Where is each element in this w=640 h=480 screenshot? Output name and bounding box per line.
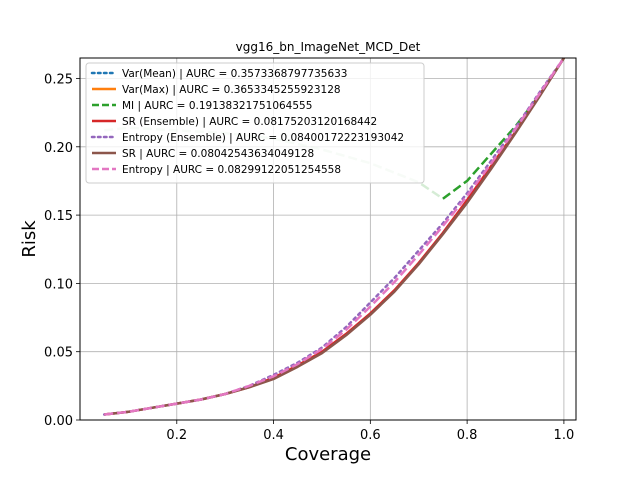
y-tick-label: 0.10 xyxy=(44,277,73,292)
y-tick-label: 0.20 xyxy=(44,141,73,156)
legend-label-4: Entropy (Ensemble) | AURC = 0.0840017222… xyxy=(122,132,404,144)
y-tick-label: 0.15 xyxy=(44,209,73,224)
legend-label-5: SR | AURC = 0.0804254363404912​8 xyxy=(122,148,314,160)
ticks: 0.2 0.4 0.6 0.8 1.0 0.00 0.05 0.10 0.15 0.20 0.25 xyxy=(44,72,574,443)
legend-label-1: Var(Max) | AURC = 0.3653345255923128 xyxy=(122,84,341,96)
legend-label-2: MI | AURC = 0.19138321751064555 xyxy=(122,100,312,112)
series-line-6 xyxy=(104,57,565,416)
x-tick-label: 0.4 xyxy=(263,428,284,443)
legend-label-0: Var(Mean) | AURC = 0.3573368797735633 xyxy=(122,68,347,80)
y-tick-label: 0.05 xyxy=(44,346,73,361)
y-axis-title: Risk xyxy=(19,220,40,258)
x-tick-label: 0.6 xyxy=(360,428,381,443)
x-tick-label: 1.0 xyxy=(554,428,575,443)
legend-label-6: Entropy | AURC = 0.08299122051254558 xyxy=(122,164,341,176)
legend-box xyxy=(85,62,425,184)
series-line-2-seg-1 xyxy=(442,57,565,200)
x-tick-label: 0.8 xyxy=(457,428,478,443)
x-axis-title: Coverage xyxy=(285,444,371,465)
x-tick-label: 0.2 xyxy=(166,428,187,443)
y-tick-label: 0.25 xyxy=(44,72,73,87)
legend: Var(Mean) | AURC = 0.3573368797735633 Var… xyxy=(85,62,425,184)
legend-label-3: SR (Ensemble) | AURC = 0.081752031201684… xyxy=(122,116,377,128)
chart-title: vgg16_bn_ImageNet_MCD_Det xyxy=(236,40,421,54)
series-line-5 xyxy=(104,57,565,416)
y-tick-label: 0.00 xyxy=(44,414,73,429)
plot-frame xyxy=(79,57,577,421)
